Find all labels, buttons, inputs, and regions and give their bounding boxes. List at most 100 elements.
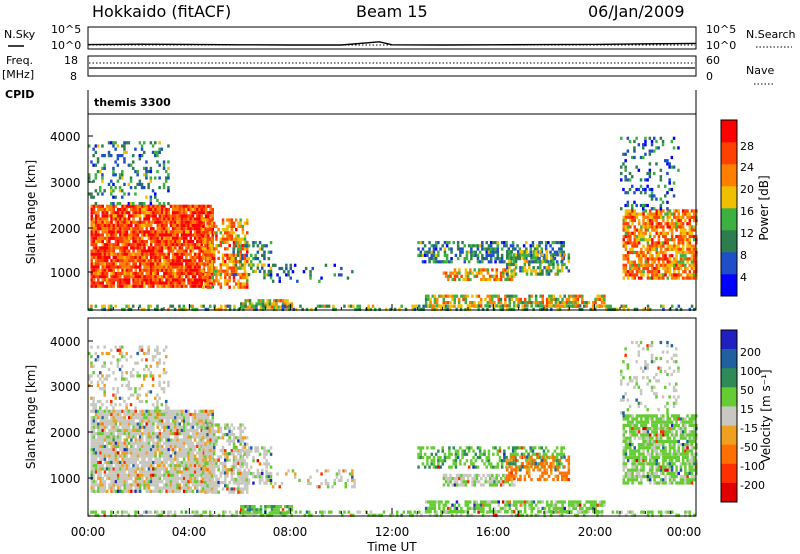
- scatter-cell: [112, 419, 115, 423]
- scatter-cell: [105, 236, 109, 240]
- scatter-cell: [171, 207, 175, 212]
- scatter-cell: [459, 307, 463, 311]
- scatter-cell: [499, 301, 503, 305]
- scatter-cell: [263, 269, 266, 273]
- scatter-cell: [196, 435, 199, 439]
- scatter-cell: [152, 425, 155, 429]
- scatter-cell: [211, 470, 214, 474]
- scatter-cell: [94, 480, 98, 484]
- scatter-cell: [202, 269, 205, 273]
- scatter-cell: [182, 476, 186, 481]
- scatter-cell: [204, 259, 208, 263]
- scatter-cell: [670, 234, 674, 239]
- scatter-cell: [156, 486, 159, 490]
- scatter-cell: [105, 217, 109, 221]
- scatter-cell: [189, 252, 192, 256]
- scatter-cell: [94, 412, 98, 417]
- scatter-cell: [251, 302, 254, 306]
- scatter-cell: [160, 275, 164, 279]
- scatter-cell: [443, 247, 447, 251]
- scatter-cell: [110, 399, 113, 404]
- scatter-cell: [560, 244, 563, 248]
- scatter-cell: [123, 236, 126, 240]
- scatter-cell: [624, 152, 627, 156]
- scatter-cell: [174, 275, 177, 279]
- scatter-cell: [493, 274, 496, 278]
- scatter-cell: [163, 460, 166, 465]
- scatter-cell: [141, 441, 144, 445]
- scatter-cell: [485, 247, 488, 251]
- scatter-cell: [152, 214, 155, 218]
- scatter-cell: [105, 265, 109, 269]
- scatter-cell: [542, 253, 546, 257]
- scatter-cell: [136, 432, 140, 436]
- scatter-cell: [174, 464, 177, 468]
- scatter-cell: [97, 252, 100, 256]
- scatter-cell: [143, 268, 146, 272]
- scatter-cell: [158, 227, 162, 231]
- scatter-cell: [558, 253, 562, 257]
- scatter-cell: [99, 281, 102, 285]
- scatter-cell: [156, 233, 159, 237]
- scatter-cell: [112, 483, 115, 487]
- scatter-cell: [547, 266, 551, 270]
- scatter-cell: [200, 422, 203, 426]
- scatter-cell: [657, 263, 661, 267]
- scatter-cell: [185, 422, 188, 426]
- station-title: Hokkaido (fitACF): [92, 2, 231, 21]
- scatter-cell: [127, 227, 131, 231]
- scatter-cell: [221, 234, 225, 238]
- scatter-cell: [182, 211, 186, 215]
- scatter-cell: [143, 425, 146, 429]
- scatter-cell: [633, 139, 636, 144]
- scatter-cell: [180, 259, 184, 263]
- scatter-cell: [642, 143, 645, 147]
- scatter-cell: [158, 278, 162, 282]
- scatter-cell: [180, 230, 184, 234]
- scatter-cell: [642, 263, 645, 267]
- scatter-cell: [103, 284, 107, 288]
- scatter-cell: [189, 223, 192, 228]
- scatter-cell: [182, 227, 186, 231]
- scatter-cell: [532, 253, 535, 257]
- scatter-cell: [136, 227, 140, 231]
- scatter-cell: [187, 409, 190, 413]
- scatter-cell: [427, 297, 430, 301]
- scatter-cell: [243, 266, 246, 270]
- scatter-cell: [180, 441, 184, 445]
- scatter-cell: [141, 207, 144, 212]
- scatter-cell: [125, 249, 129, 253]
- scatter-cell: [534, 301, 538, 305]
- scatter-cell: [191, 441, 195, 445]
- scatter-cell: [624, 266, 628, 271]
- scatter-cell: [541, 294, 544, 298]
- scatter-cell: [119, 409, 122, 413]
- scatter-cell: [501, 304, 505, 308]
- scatter-cell: [101, 265, 104, 269]
- scatter-cell: [182, 467, 186, 471]
- scatter-cell: [178, 416, 181, 420]
- scatter-cell: [548, 294, 551, 298]
- scatter-cell: [136, 480, 140, 484]
- scatter-cell: [136, 182, 139, 186]
- scatter-cell: [207, 444, 210, 449]
- scatter-cell: [169, 483, 173, 487]
- scatter-cell: [147, 464, 151, 468]
- scatter-cell: [116, 387, 120, 391]
- scatter-cell: [92, 448, 96, 452]
- scatter-cell: [523, 266, 527, 270]
- scatter-cell: [565, 304, 569, 308]
- scatter-cell: [653, 171, 656, 176]
- scatter-cell: [127, 252, 131, 256]
- scatter-cell: [136, 220, 140, 224]
- scatter-cell: [679, 307, 683, 311]
- scatter-cell: [152, 275, 155, 279]
- scatter-cell: [160, 233, 164, 237]
- scatter-cell: [668, 238, 672, 242]
- scatter-cell: [492, 250, 495, 254]
- scatter-cell: [178, 432, 181, 436]
- scatter-cell: [103, 483, 107, 487]
- scatter-cell: [219, 240, 223, 244]
- scatter-cell: [185, 480, 188, 484]
- scatter-cell: [152, 271, 155, 276]
